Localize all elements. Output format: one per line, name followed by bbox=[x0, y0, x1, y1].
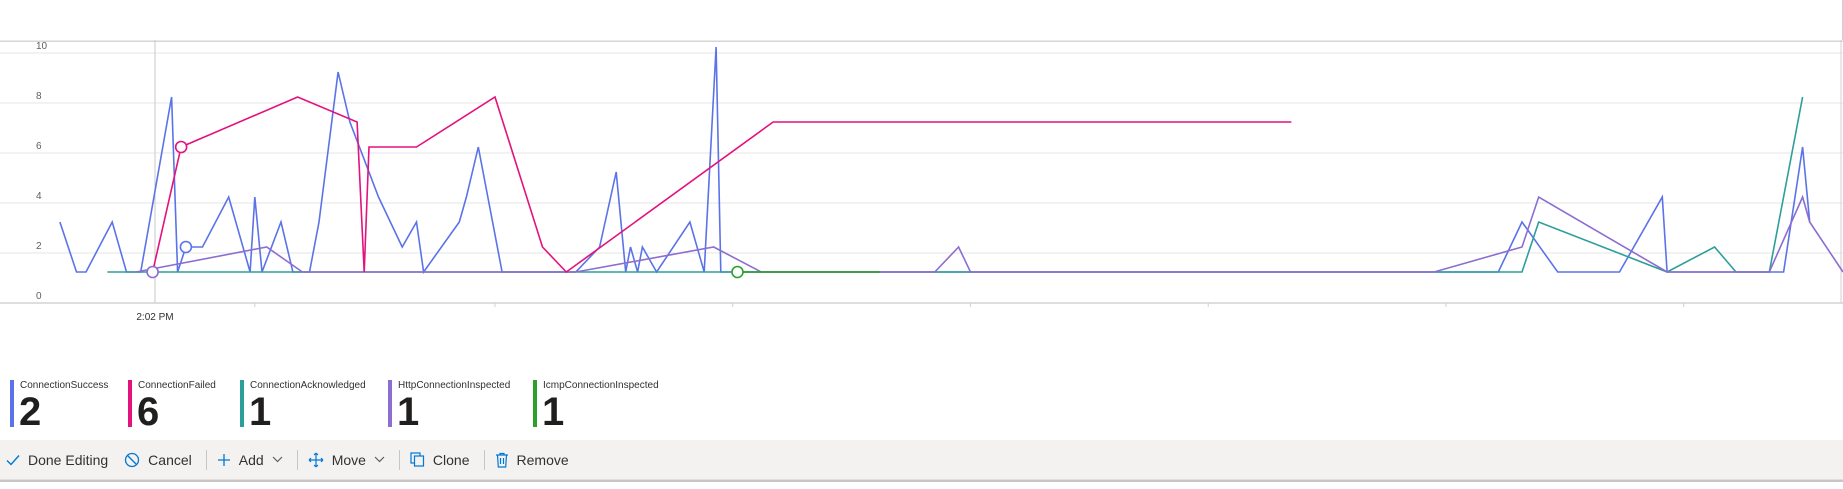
y-tick-label: 6 bbox=[36, 141, 42, 152]
plus-icon bbox=[217, 453, 231, 467]
legend-color-bar bbox=[128, 380, 132, 427]
hover-time-label: 2:02 PM bbox=[136, 312, 173, 323]
clone-button[interactable]: Clone bbox=[404, 440, 480, 479]
chart-legend: ConnectionSuccess 2 ConnectionFailed 6 C… bbox=[0, 378, 1843, 438]
chevron-down-icon bbox=[272, 454, 283, 466]
hover-marker bbox=[146, 265, 159, 279]
remove-label: Remove bbox=[516, 451, 569, 468]
clone-label: Clone bbox=[432, 451, 470, 468]
toolbar-divider bbox=[296, 449, 298, 470]
legend-series-value: 1 bbox=[249, 390, 272, 434]
cancel-label: Cancel bbox=[148, 451, 192, 468]
bottom-border bbox=[0, 480, 1843, 482]
legend-series-name: ConnectionSuccess bbox=[20, 380, 109, 391]
toolbar-divider bbox=[398, 449, 400, 470]
legend-series-name: HttpConnectionInspected bbox=[398, 380, 511, 391]
cancel-icon bbox=[124, 452, 140, 468]
done-editing-button[interactable]: Done Editing bbox=[0, 440, 118, 479]
edit-toolbar: Done Editing Cancel Add Move Clone bbox=[0, 440, 1843, 480]
add-button[interactable]: Add bbox=[211, 440, 293, 479]
hover-marker bbox=[174, 140, 188, 154]
move-icon bbox=[308, 452, 324, 468]
line-chart[interactable]: 0 2 4 6 8 10 2:02 PM bbox=[0, 40, 1843, 380]
legend-series-value: 1 bbox=[397, 390, 420, 434]
series-line-connectionsuccess bbox=[59, 46, 1811, 275]
done-editing-label: Done Editing bbox=[28, 451, 109, 468]
y-tick-label: 10 bbox=[36, 41, 48, 52]
checkmark-icon bbox=[6, 453, 20, 467]
toolbar-divider bbox=[483, 449, 485, 470]
legend-series-value: 6 bbox=[137, 390, 160, 434]
move-label: Move bbox=[331, 451, 366, 468]
cancel-button[interactable]: Cancel bbox=[118, 440, 202, 479]
legend-series-name: ConnectionFailed bbox=[138, 380, 216, 391]
y-tick-label: 2 bbox=[36, 241, 42, 252]
legend-series-value: 1 bbox=[542, 390, 565, 434]
hover-marker bbox=[179, 240, 193, 254]
series-line-connectionfailed bbox=[151, 95, 1292, 274]
legend-color-bar bbox=[388, 380, 392, 427]
legend-series-name: ConnectionAcknowledged bbox=[250, 380, 366, 391]
legend-series-name: IcmpConnectionInspected bbox=[543, 380, 659, 391]
add-label: Add bbox=[238, 451, 264, 468]
move-button[interactable]: Move bbox=[302, 440, 395, 479]
series-line-httpconnectioninspected bbox=[135, 194, 1843, 273]
chevron-down-icon bbox=[374, 454, 385, 466]
trash-icon bbox=[495, 452, 509, 468]
series-line-connectionacknowledged bbox=[107, 96, 1804, 273]
remove-button[interactable]: Remove bbox=[489, 440, 579, 479]
legend-color-bar bbox=[533, 380, 537, 427]
y-tick-label: 4 bbox=[36, 191, 42, 202]
y-tick-label: 0 bbox=[36, 291, 42, 302]
hover-marker bbox=[731, 265, 744, 279]
legend-color-bar bbox=[240, 380, 244, 427]
legend-color-bar bbox=[10, 380, 14, 427]
y-tick-label: 8 bbox=[36, 91, 42, 102]
legend-series-value: 2 bbox=[19, 390, 42, 434]
clone-icon bbox=[410, 452, 425, 467]
toolbar-divider bbox=[205, 449, 207, 470]
header-area bbox=[0, 0, 1843, 42]
